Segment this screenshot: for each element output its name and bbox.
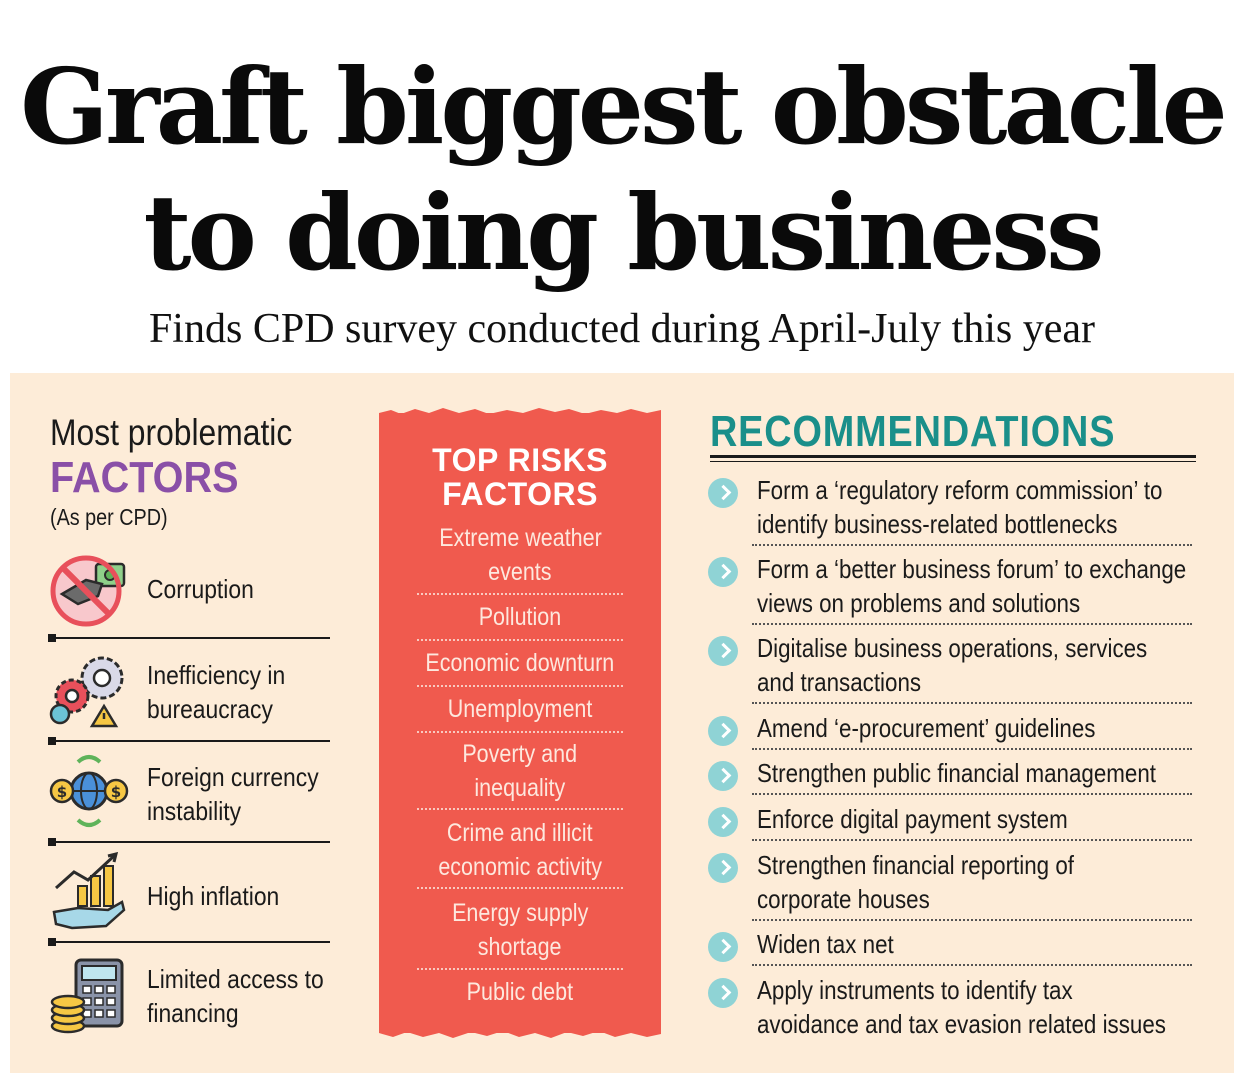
recommendation-divider [752,748,1192,750]
chevron-right-icon [708,478,738,508]
factor-label: Corruption [147,574,254,604]
headline-line-1: Graft biggest obstacle [20,45,1228,168]
recommendation-divider [752,919,1192,921]
headline: Graft biggest obstacle to doing business [0,44,1244,296]
risk-divider [417,968,623,970]
recommendation-text: Form a ‘regulatory reform commission’ to… [757,475,1163,539]
headline-line-2: to doing business [143,171,1104,294]
chevron-right-icon [708,853,738,883]
factor-item: $ $ Foreign currency instability [48,750,330,832]
factor-label: Inefficiency in bureaucracy [147,660,286,724]
subheadline: Finds CPD survey conducted during April-… [148,306,1096,352]
recommendation-text: Strengthen financial reporting of corpor… [757,850,1074,914]
factor-label: Limited access to financing [147,964,324,1028]
no-bribe-icon [50,555,126,627]
risk-item: Extreme weather events [438,524,602,586]
risk-divider [417,593,623,595]
risk-divider [417,685,623,687]
recommendations-rule-thin [710,461,1196,462]
chevron-right-icon [708,807,738,837]
svg-text:$: $ [111,783,121,801]
calculator-coins-icon [50,958,124,1034]
recommendation-divider [752,702,1192,704]
recommendation-text: Form a ‘better business forum’ to exchan… [757,554,1187,618]
chevron-right-icon [708,978,738,1008]
factor-divider [48,634,330,642]
gears-warning-icon [49,656,124,728]
currency-globe-icon: $ $ [49,755,129,827]
recommendation-divider [752,964,1192,966]
chevron-right-icon [708,636,738,666]
factors-source-note: (As per CPD) [50,504,168,530]
risk-divider [417,639,623,641]
svg-text:$: $ [57,783,67,801]
recommendation-text: Strengthen public financial management [757,758,1157,788]
factor-divider [48,838,330,846]
risk-divider [417,887,623,889]
factor-label: High inflation [147,881,280,911]
factor-item: Corruption [48,550,330,632]
recommendations-rule [710,455,1196,458]
factor-item: Limited access to financing [48,952,330,1034]
chevron-right-icon [708,761,738,791]
factors-title-line-2: FACTORS [50,453,239,502]
rising-chart-hand-icon [52,852,126,930]
factors-title-line-1: Most problematic [50,412,293,453]
recommendation-text: Enforce digital payment system [757,804,1068,834]
recommendations-heading: RECOMMENDATIONS [710,407,1116,456]
chevron-right-icon [708,557,738,587]
factor-label: Foreign currency instability [147,762,319,826]
recommendation-text: Digitalise business operations, services… [757,633,1148,697]
torn-edge-bottom [379,1029,661,1038]
factor-item: Inefficiency in bureaucracy [48,648,330,730]
factor-divider [48,938,330,946]
recommendation-text: Amend ‘e-procurement’ guidelines [757,713,1096,743]
risk-divider [417,808,623,810]
risk-item: Economic downturn [425,649,615,677]
factor-divider [48,737,330,745]
chevron-right-icon [708,932,738,962]
top-risks-box: TOP RISKS FACTORS [379,408,661,1038]
recommendation-divider [752,839,1192,841]
recommendation-divider [752,793,1192,795]
risk-item: Unemployment [447,695,593,723]
risk-item: Energy supply shortage [451,899,589,961]
recommendation-text: Apply instruments to identify tax avoida… [757,975,1166,1039]
recommendation-divider [752,544,1192,546]
recommendation-divider [752,623,1192,625]
risk-item: Crime and illicit economic activity [438,819,602,881]
risk-item: Poverty and inequality [462,740,578,802]
torn-edge-top [379,408,661,417]
factors-heading: Most problematic FACTORS (As per CPD) [50,412,332,532]
risk-item: Pollution [478,603,562,631]
risks-heading: TOP RISKS FACTORS [432,442,608,512]
risk-item: Public debt [466,978,574,1006]
factor-item: High inflation [48,852,330,934]
risk-divider [417,731,623,733]
chevron-right-icon [708,716,738,746]
recommendation-text: Widen tax net [757,929,894,959]
